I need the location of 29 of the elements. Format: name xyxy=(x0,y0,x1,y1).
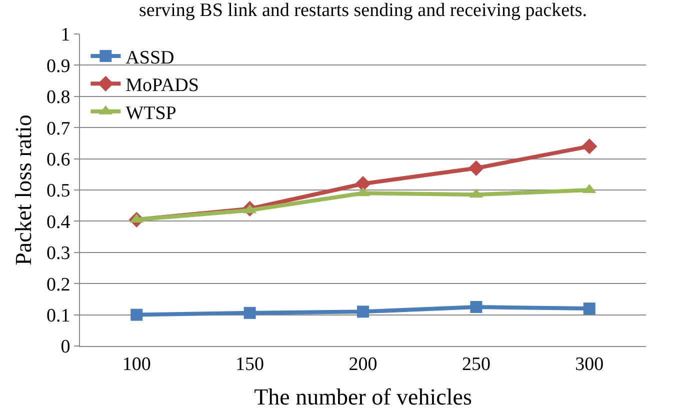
x-tick-label: 150 xyxy=(236,354,264,375)
x-tick-label: 100 xyxy=(122,354,151,375)
y-tick-label: 0.1 xyxy=(46,305,70,326)
legend-label: MoPADS xyxy=(126,75,199,96)
legend-label: ASSD xyxy=(126,47,174,68)
y-tick-label: 0.9 xyxy=(46,56,70,77)
y-tick-label: 0.8 xyxy=(46,87,70,108)
y-axis-title: Packet loss ratio xyxy=(10,114,36,266)
point xyxy=(357,306,369,318)
y-tick-label: 0.6 xyxy=(46,149,70,170)
text: serving BS link and restarts sending and receiving packets. xyxy=(139,0,587,21)
legend-label: WTSP xyxy=(126,102,176,124)
y-tick-label: 0.2 xyxy=(46,274,70,296)
x-tick-label: 300 xyxy=(575,354,604,375)
y-tick-label: 0.4 xyxy=(46,212,71,233)
y-tick-label: 0.3 xyxy=(46,243,70,264)
point xyxy=(468,160,484,176)
point xyxy=(583,302,596,315)
point xyxy=(582,138,598,154)
x-tick-label: 250 xyxy=(462,354,490,375)
y-tick-label: 1 xyxy=(60,24,70,46)
x-axis-title: The number of vehicles xyxy=(254,384,472,410)
y-tick-label: 0 xyxy=(60,336,70,358)
point xyxy=(244,306,256,319)
y-tick-label: 0.7 xyxy=(46,118,70,140)
y-tick-label: 0.5 xyxy=(46,180,70,202)
point xyxy=(470,301,482,313)
x-tick-label: 200 xyxy=(348,354,378,375)
point xyxy=(130,308,143,321)
